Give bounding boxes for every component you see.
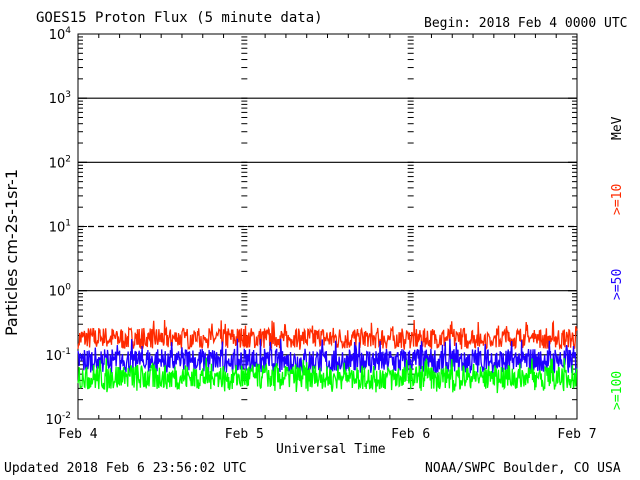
y-tick-label: 10-2 xyxy=(45,411,71,428)
x-tick-label: Feb 7 xyxy=(557,427,596,442)
begin-time: Begin: 2018 Feb 4 0000 UTC xyxy=(424,16,628,31)
series-line-ge10 xyxy=(77,319,578,351)
credit-text: NOAA/SWPC Boulder, CO USA xyxy=(425,461,621,476)
x-tick-label: Feb 4 xyxy=(58,427,97,442)
x-axis-label: Universal Time xyxy=(276,442,386,457)
legend-entry-100: >=100 xyxy=(610,370,625,410)
updated-text: Updated 2018 Feb 6 23:56:02 UTC xyxy=(4,461,247,476)
chart-title: GOES15 Proton Flux (5 minute data) xyxy=(36,10,323,26)
x-tick-label: Feb 6 xyxy=(391,427,430,442)
y-tick-label: 102 xyxy=(49,154,71,171)
legend-entry-50: >=50 xyxy=(610,268,625,300)
y-tick-label: 100 xyxy=(49,283,72,300)
series-line-ge100 xyxy=(77,358,578,394)
legend-entry-10: >=10 xyxy=(610,183,625,215)
x-tick-label: Feb 5 xyxy=(225,427,264,442)
y-tick-label: 104 xyxy=(49,26,72,43)
legend-unit: MeV xyxy=(610,116,625,140)
y-tick-label: 10-1 xyxy=(45,347,71,364)
y-tick-label: 101 xyxy=(49,219,71,236)
y-tick-label: 103 xyxy=(49,90,71,107)
y-axis-label: Particles cm-2s-1sr-1 xyxy=(2,168,21,336)
